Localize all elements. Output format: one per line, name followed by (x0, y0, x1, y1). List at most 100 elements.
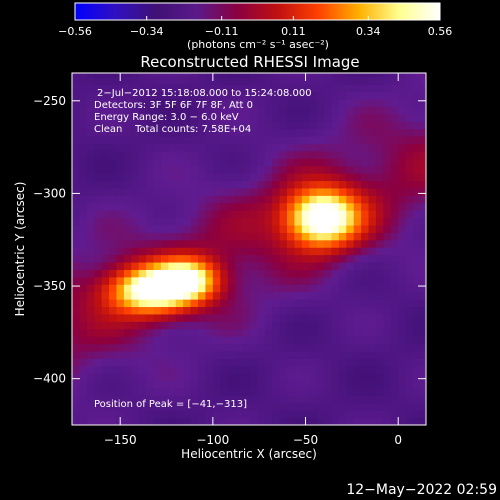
heatmap-cell (146, 276, 155, 285)
heatmap-cell (272, 150, 281, 159)
heatmap-cell (242, 121, 251, 130)
heatmap-cell (175, 84, 184, 93)
heatmap-cell (368, 336, 377, 345)
heatmap-cell (86, 299, 95, 308)
heatmap-cell (72, 217, 81, 226)
heatmap-cell (212, 365, 221, 374)
heatmap-cell (146, 113, 155, 122)
heatmap-cell (198, 365, 207, 374)
heatmap-cell (398, 284, 407, 293)
heatmap-cell (249, 121, 258, 130)
heatmap-cell (309, 276, 318, 285)
heatmap-cell (168, 158, 177, 167)
heatmap-cell (398, 350, 407, 359)
heatmap-cell (205, 306, 214, 315)
heatmap-cell (227, 299, 236, 308)
heatmap-cell (249, 299, 258, 308)
heatmap-cell (138, 358, 147, 367)
heatmap-cell (316, 217, 325, 226)
heatmap-cell (346, 224, 355, 233)
heatmap-cell (175, 284, 184, 293)
heatmap-cell (383, 173, 392, 182)
heatmap-cell (316, 261, 325, 270)
heatmap-cell (420, 402, 426, 411)
heatmap-cell (123, 410, 132, 419)
heatmap-cell (86, 173, 95, 182)
heatmap-cell (175, 417, 184, 425)
heatmap-cell (131, 247, 140, 256)
heatmap-cell (168, 165, 177, 174)
heatmap-cell (138, 121, 147, 130)
heatmap-cell (257, 395, 266, 404)
heatmap-cell (316, 284, 325, 293)
heatmap-cell (405, 217, 414, 226)
heatmap-cell (420, 380, 426, 389)
heatmap-cell (72, 247, 81, 256)
heatmap-cell (153, 202, 162, 211)
heatmap-cell (398, 247, 407, 256)
heatmap-cell (398, 73, 407, 78)
heatmap-cell (220, 343, 229, 352)
heatmap-cell (301, 224, 310, 233)
heatmap-cell (272, 187, 281, 196)
heatmap-cell (212, 417, 221, 425)
heatmap-cell (220, 135, 229, 144)
heatmap-cell (331, 91, 340, 100)
heatmap-cell (242, 343, 251, 352)
heatmap-cell (146, 143, 155, 152)
heatmap-cell (361, 410, 370, 419)
heatmap-cell (109, 195, 118, 204)
heatmap-cell (168, 91, 177, 100)
heatmap-cell (249, 91, 258, 100)
heatmap-cell (286, 365, 295, 374)
heatmap-cell (94, 306, 103, 315)
heatmap-cell (420, 299, 426, 308)
heatmap-cell (72, 276, 81, 285)
heatmap-cell (383, 328, 392, 337)
heatmap-cell (309, 210, 318, 219)
heatmap-cell (331, 328, 340, 337)
heatmap-cell (405, 328, 414, 337)
heatmap-cell (346, 98, 355, 107)
heatmap-cell (183, 284, 192, 293)
heatmap-cell (242, 395, 251, 404)
heatmap-cell (286, 284, 295, 293)
heatmap-cell (175, 328, 184, 337)
heatmap-cell (242, 143, 251, 152)
heatmap-cell (413, 373, 422, 382)
heatmap-cell (109, 232, 118, 241)
heatmap-cell (353, 387, 362, 396)
heatmap-cell (227, 313, 236, 322)
heatmap-cell (198, 232, 207, 241)
heatmap-cell (205, 247, 214, 256)
heatmap-cell (242, 84, 251, 93)
heatmap-cell (413, 269, 422, 278)
heatmap-cell (264, 291, 273, 300)
heatmap-cell (86, 128, 95, 137)
heatmap-cell (220, 150, 229, 159)
heatmap-cell (301, 165, 310, 174)
heatmap-cell (242, 417, 251, 425)
heatmap-cell (420, 284, 426, 293)
heatmap-cell (390, 380, 399, 389)
heatmap-cell (398, 217, 407, 226)
heatmap-cell (109, 106, 118, 115)
heatmap-cell (116, 158, 125, 167)
heatmap-cell (257, 373, 266, 382)
heatmap-cell (190, 187, 199, 196)
heatmap-cell (72, 173, 81, 182)
heatmap-cell (123, 380, 132, 389)
heatmap-cell (94, 365, 103, 374)
heatmap-cell (183, 91, 192, 100)
heatmap-cell (316, 73, 325, 78)
heatmap-cell (72, 365, 81, 374)
heatmap-cell (86, 224, 95, 233)
heatmap-cell (101, 306, 110, 315)
heatmap-cell (257, 173, 266, 182)
heatmap-cell (116, 254, 125, 263)
heatmap-cell (420, 128, 426, 137)
heatmap-cell (94, 143, 103, 152)
heatmap-cell (272, 106, 281, 115)
heatmap-cell (183, 84, 192, 93)
heatmap-cell (324, 269, 333, 278)
